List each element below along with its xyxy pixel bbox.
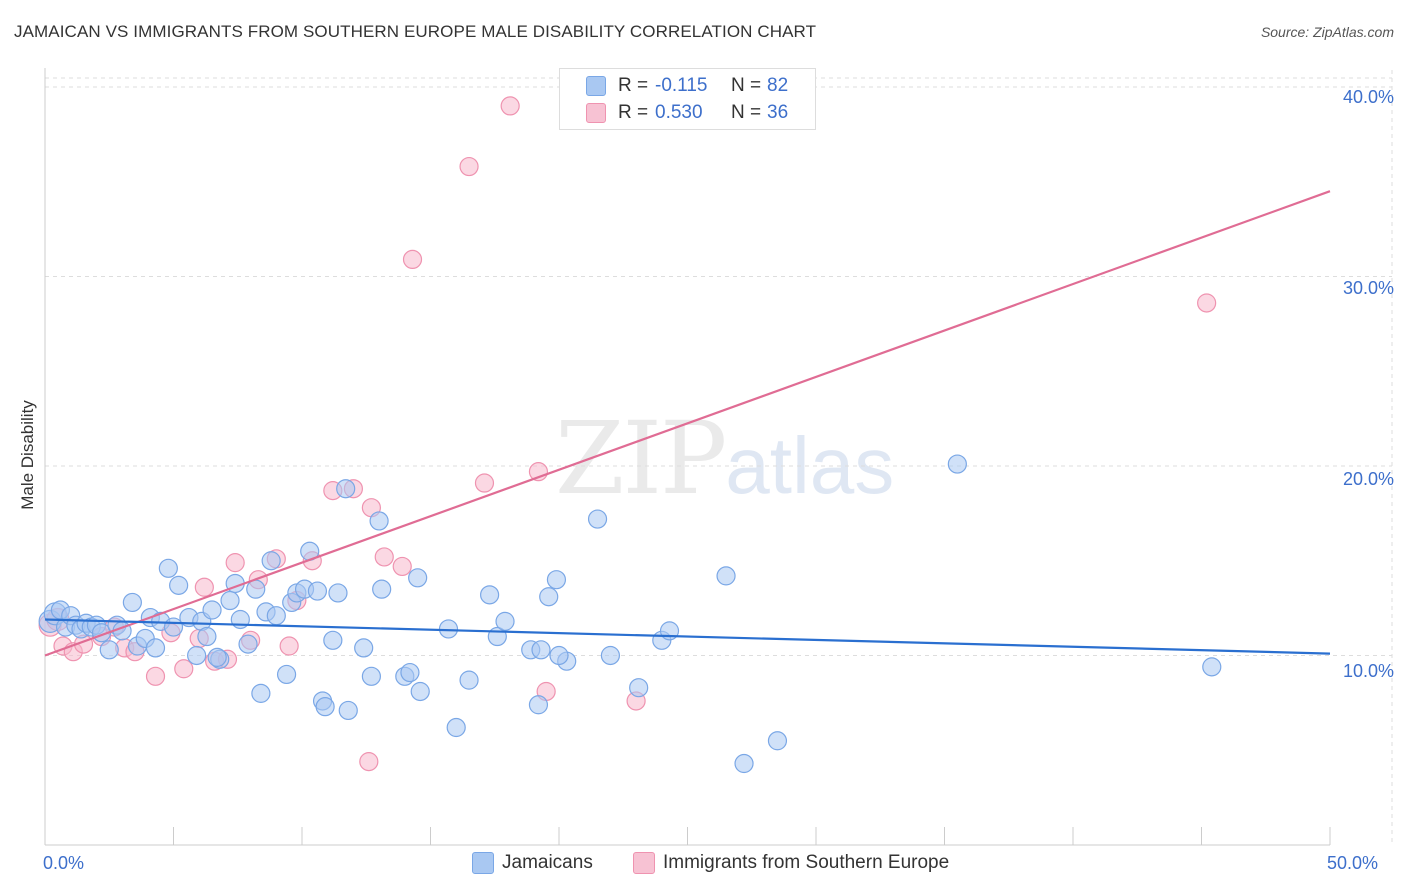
legend-r-value: -0.115 bbox=[655, 75, 708, 96]
point-jamaican bbox=[369, 511, 389, 531]
legend-n-label: N = bbox=[731, 75, 762, 96]
series-swatch-pink bbox=[633, 852, 655, 874]
point-southern-europe bbox=[459, 156, 479, 177]
point-jamaican bbox=[99, 640, 119, 660]
legend-swatch-pink bbox=[586, 103, 606, 123]
legend-r-value: 0.530 bbox=[655, 102, 703, 123]
point-jamaican bbox=[587, 509, 608, 529]
legend-swatch-blue bbox=[586, 76, 606, 96]
point-jamaican bbox=[410, 681, 430, 702]
point-southern-europe bbox=[474, 473, 495, 493]
point-jamaican bbox=[549, 645, 569, 666]
point-jamaican bbox=[158, 558, 178, 578]
point-southern-europe bbox=[174, 659, 194, 679]
y-tick-label: 30.0% bbox=[1342, 278, 1394, 298]
point-jamaican bbox=[187, 645, 207, 666]
point-jamaican bbox=[539, 587, 559, 607]
series-legend-item-southern-europe: Immigrants from Southern Europe bbox=[633, 852, 949, 874]
point-jamaican bbox=[202, 600, 222, 620]
point-southern-europe bbox=[359, 752, 379, 772]
legend-r-label: R = bbox=[618, 102, 649, 123]
point-jamaican bbox=[734, 753, 754, 774]
point-jamaican bbox=[361, 666, 381, 686]
point-jamaican bbox=[354, 638, 374, 658]
point-southern-europe bbox=[402, 249, 423, 270]
point-jamaican bbox=[338, 700, 358, 721]
point-jamaican bbox=[629, 678, 649, 698]
point-southern-europe bbox=[392, 556, 412, 577]
point-jamaican bbox=[207, 647, 227, 667]
x-tick-label-max: 50.0% bbox=[1327, 853, 1379, 873]
legend-n-value: 36 bbox=[767, 102, 789, 123]
point-southern-europe bbox=[145, 666, 166, 686]
point-jamaican bbox=[246, 579, 266, 599]
point-jamaican bbox=[600, 645, 621, 666]
point-jamaican bbox=[767, 731, 788, 751]
point-jamaican bbox=[459, 670, 479, 690]
points-southern-europe bbox=[38, 96, 1217, 772]
watermark-atlas: atlas bbox=[725, 421, 895, 510]
grid-layer bbox=[45, 70, 1393, 845]
legend-r-label: R = bbox=[618, 75, 649, 96]
point-jamaican bbox=[315, 697, 335, 717]
point-jamaican bbox=[1202, 657, 1222, 677]
x-tick-label-min: 0.0% bbox=[43, 853, 85, 873]
series-swatch-blue bbox=[472, 852, 494, 874]
points-jamaicans bbox=[38, 454, 1222, 774]
y-axis-label: Male Disability bbox=[18, 400, 37, 510]
point-jamaican bbox=[408, 568, 428, 588]
point-jamaican bbox=[251, 683, 271, 703]
point-southern-europe bbox=[225, 553, 245, 573]
source-credit: Source: ZipAtlas.com bbox=[1260, 24, 1394, 40]
axis-layer bbox=[44, 68, 1331, 846]
point-jamaican bbox=[336, 479, 356, 499]
point-jamaican bbox=[276, 664, 297, 685]
point-southern-europe bbox=[194, 577, 214, 597]
point-southern-europe bbox=[1197, 293, 1217, 313]
point-southern-europe bbox=[500, 96, 520, 116]
point-jamaican bbox=[220, 590, 240, 611]
point-jamaican bbox=[400, 662, 420, 683]
trend-line-southern-europe bbox=[44, 190, 1331, 657]
trend-layer bbox=[44, 190, 1331, 657]
point-jamaican bbox=[163, 617, 184, 637]
legend-n-label: N = bbox=[731, 102, 762, 123]
point-jamaican bbox=[122, 592, 142, 613]
point-jamaican bbox=[546, 570, 567, 590]
y-tick-label: 40.0% bbox=[1342, 87, 1394, 107]
point-jamaican bbox=[261, 551, 281, 571]
chart-title: JAMAICAN VS IMMIGRANTS FROM SOUTHERN EUR… bbox=[14, 22, 817, 41]
series-legend-label: Immigrants from Southern Europe bbox=[663, 852, 950, 873]
point-jamaican bbox=[480, 585, 500, 605]
trend-line-jamaicans bbox=[44, 618, 1331, 655]
point-jamaican bbox=[238, 634, 258, 654]
point-jamaican bbox=[328, 583, 348, 603]
point-jamaican bbox=[307, 581, 328, 601]
point-jamaican bbox=[169, 575, 189, 595]
point-southern-europe bbox=[279, 636, 299, 656]
point-jamaican bbox=[145, 638, 166, 658]
point-jamaican bbox=[197, 626, 217, 647]
point-jamaican bbox=[531, 640, 551, 660]
point-jamaican bbox=[266, 606, 286, 626]
point-jamaican bbox=[947, 454, 967, 474]
legend-n-value: 82 bbox=[767, 75, 789, 96]
point-jamaican bbox=[716, 566, 736, 586]
correlation-legend: R = -0.115 N = 82 R = 0.530 N = 36 bbox=[559, 68, 816, 130]
series-legend-item-jamaicans: Jamaicans bbox=[472, 852, 593, 874]
series-legend-label: Jamaicans bbox=[502, 852, 593, 873]
point-jamaican bbox=[528, 695, 549, 715]
point-jamaican bbox=[446, 717, 466, 738]
point-southern-europe bbox=[374, 547, 394, 567]
y-tick-label: 20.0% bbox=[1342, 469, 1394, 489]
point-jamaican bbox=[323, 630, 343, 650]
y-tick-label: 10.0% bbox=[1342, 661, 1394, 681]
point-jamaican bbox=[372, 579, 392, 599]
point-jamaican bbox=[495, 611, 515, 631]
